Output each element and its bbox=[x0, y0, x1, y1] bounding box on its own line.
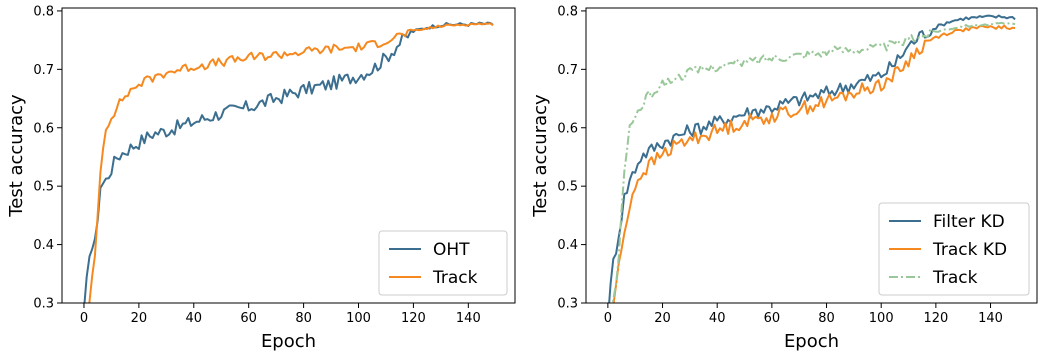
series-line-track bbox=[611, 21, 1016, 303]
x-tick-label: 140 bbox=[978, 311, 1003, 326]
legend-label: Track KD bbox=[932, 240, 1007, 260]
y-tick-label: 0.4 bbox=[33, 238, 54, 253]
x-axis-label: Epoch bbox=[784, 331, 839, 352]
y-tick-label: 0.5 bbox=[33, 180, 54, 195]
x-tick-label: 120 bbox=[923, 311, 948, 326]
series-line-track-kd bbox=[612, 24, 1016, 303]
y-tick-label: 0.6 bbox=[33, 121, 54, 136]
legend-label: OHT bbox=[433, 240, 470, 260]
y-tick-label: 0.8 bbox=[33, 4, 54, 19]
y-tick-label: 0.8 bbox=[557, 4, 578, 19]
x-tick-label: 100 bbox=[346, 311, 371, 326]
legend: OHT Track bbox=[378, 230, 508, 296]
y-tick-label: 0.4 bbox=[557, 238, 578, 253]
y-tick-label: 0.3 bbox=[33, 297, 54, 312]
x-tick-label: 60 bbox=[764, 311, 781, 326]
x-tick-label: 40 bbox=[709, 311, 726, 326]
left-panel: 0 20 40 60 80 100 120 140 0.3 0.4 0.5 0.6 0.7 0.8 Epoc… bbox=[6, 4, 516, 352]
plot-frame bbox=[585, 7, 1038, 304]
right-panel: 0 20 40 60 80 100 120 140 0.3 0.4 0.5 0.6 0.7 0.8 Epoc… bbox=[530, 4, 1038, 352]
x-tick-label: 0 bbox=[80, 311, 88, 326]
x-tick-label: 100 bbox=[869, 311, 894, 326]
x-tick-label: 20 bbox=[654, 311, 671, 326]
y-tick-label: 0.6 bbox=[557, 121, 578, 136]
x-tick-label: 20 bbox=[131, 311, 148, 326]
legend-label: Track bbox=[932, 268, 978, 288]
x-tick-label: 80 bbox=[818, 311, 835, 326]
x-tick-label: 60 bbox=[240, 311, 257, 326]
x-tick-label: 0 bbox=[604, 311, 612, 326]
legend-label: Filter KD bbox=[933, 212, 1005, 232]
x-tick-label: 80 bbox=[295, 311, 312, 326]
legend-box bbox=[378, 230, 508, 296]
y-axis-label: Test accuracy bbox=[530, 94, 551, 218]
series-group bbox=[83, 21, 494, 303]
x-tick-label: 120 bbox=[401, 311, 426, 326]
y-tick-label: 0.3 bbox=[557, 297, 578, 312]
x-axis-label: Epoch bbox=[261, 331, 316, 352]
y-tick-label: 0.7 bbox=[33, 63, 54, 78]
legend-box bbox=[878, 202, 1030, 296]
y-tick-label: 0.7 bbox=[557, 63, 578, 78]
x-tick-label: 40 bbox=[186, 311, 203, 326]
series-group bbox=[608, 14, 1016, 303]
legend-label: Track bbox=[432, 268, 478, 288]
series-line-track bbox=[88, 22, 494, 303]
y-axis-label: Test accuracy bbox=[6, 94, 27, 218]
series-line-filter-kd bbox=[608, 14, 1016, 303]
plot-frame bbox=[61, 7, 516, 304]
legend: Filter KD Track KD Track bbox=[878, 202, 1030, 296]
x-tick-label: 140 bbox=[456, 311, 481, 326]
y-tick-label: 0.5 bbox=[557, 180, 578, 195]
